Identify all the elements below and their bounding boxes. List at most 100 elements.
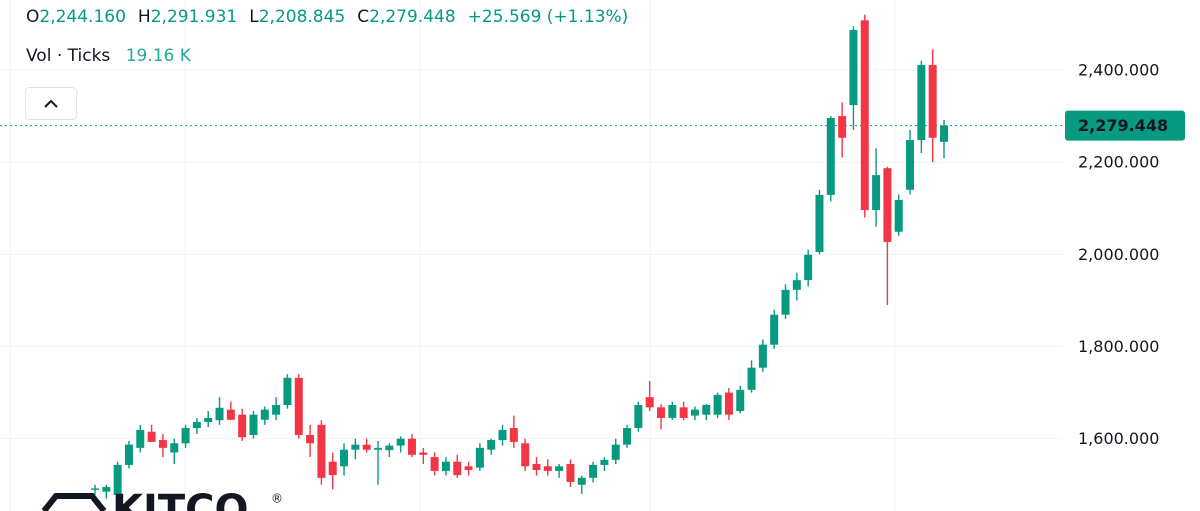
y-tick-label: 2,200.000 <box>1078 153 1159 172</box>
candle-body <box>407 438 416 455</box>
candle-body <box>238 414 247 438</box>
candle-body <box>487 440 496 450</box>
candle-body <box>657 407 665 418</box>
candle-body <box>498 429 507 441</box>
candle-body <box>883 168 892 242</box>
collapse-button[interactable] <box>25 87 77 120</box>
candle-body <box>328 461 337 476</box>
candle-body <box>758 344 767 368</box>
legend-value: 2,291.931 <box>151 7 238 27</box>
legend-key: O <box>26 7 39 27</box>
volume-legend: Vol · Ticks 19.16 K <box>26 46 192 66</box>
volume-label: Vol · Ticks <box>26 46 110 66</box>
candle-body <box>668 405 677 418</box>
candle-body <box>374 447 382 450</box>
candle-body <box>170 443 179 453</box>
legend-change: +25.569 (+1.13%) <box>468 7 629 27</box>
candle-body <box>849 29 858 106</box>
candle-body <box>396 438 405 446</box>
candle-body <box>906 140 915 190</box>
candle-body <box>317 424 326 478</box>
candle-body <box>623 428 632 445</box>
candle-body <box>600 459 609 465</box>
candle-body <box>475 447 484 468</box>
candle-body <box>147 431 156 442</box>
candle-body <box>464 466 473 470</box>
candle-body <box>283 377 292 406</box>
candle-body <box>792 280 801 290</box>
candle-body <box>385 445 394 451</box>
candle-body <box>566 464 575 482</box>
candle-body <box>860 20 869 211</box>
volume-value: 19.16 K <box>126 46 192 66</box>
candle-body <box>215 407 224 421</box>
candle-body <box>917 64 926 141</box>
candle-body <box>894 199 903 232</box>
y-tick-label: 1,600.000 <box>1078 429 1159 448</box>
chevron-up[interactable] <box>44 99 58 108</box>
logo-mark: ® <box>271 492 283 506</box>
candle-body <box>351 444 360 450</box>
last-price-tag <box>1065 110 1185 141</box>
candle-body <box>192 422 201 429</box>
candle-body <box>181 428 190 444</box>
candle-body <box>872 175 881 211</box>
button-frame[interactable] <box>25 87 77 120</box>
candle-body <box>272 405 281 415</box>
ohlc-legend: O2,244.160 H2,291.931 L2,208.845 C2,279.448… <box>26 7 628 27</box>
candle-body <box>543 466 552 471</box>
candle-body <box>815 194 824 253</box>
candle-body <box>158 440 167 448</box>
candle-body <box>306 434 315 444</box>
candle-body <box>453 461 462 476</box>
candle-body <box>204 417 213 423</box>
candle-body <box>736 389 745 412</box>
candle-body <box>136 429 145 448</box>
legend-key: L <box>249 7 259 27</box>
candle-body <box>589 464 598 478</box>
candle-body <box>509 428 518 442</box>
candle-body <box>249 414 258 435</box>
candles <box>91 14 948 499</box>
candle-body <box>430 457 439 471</box>
legend-value: 2,208.845 <box>259 7 346 27</box>
candle-body <box>702 405 711 415</box>
candle-body <box>577 477 586 485</box>
candle-body <box>294 377 303 435</box>
horizontal-grid <box>0 69 1062 440</box>
logo: KITCO ® <box>41 487 283 511</box>
legend-value: 2,279.448 <box>369 7 456 27</box>
logo-icon <box>41 493 107 511</box>
candle-body <box>634 405 643 429</box>
candle-body <box>645 397 654 408</box>
candle-body <box>91 488 99 490</box>
candle-body <box>940 125 948 142</box>
candle-body <box>260 409 269 420</box>
candle-body <box>441 461 450 471</box>
candle-body <box>362 444 371 450</box>
price-axis: 1,600.000 1,800.000 2,000.000 2,200.000 2,40… <box>1065 61 1185 448</box>
legend-key: C <box>357 7 369 27</box>
candle-body <box>804 254 813 281</box>
candle-body <box>340 449 349 467</box>
candle-body <box>690 409 699 416</box>
y-tick-label: 2,400.000 <box>1078 61 1159 80</box>
last-price-label: 2,279.448 <box>1078 116 1168 135</box>
candle-body <box>532 464 541 470</box>
candle-body <box>419 452 428 455</box>
legend-value: 2,244.160 <box>39 7 126 27</box>
y-tick-label: 1,800.000 <box>1078 337 1159 356</box>
candle-body <box>226 409 235 420</box>
candle-body <box>555 466 564 471</box>
candle-body <box>781 289 790 315</box>
candle-body <box>102 487 111 492</box>
candle-body <box>838 116 847 138</box>
logo-text: KITCO <box>112 487 249 511</box>
candle-body <box>770 314 779 345</box>
candle-body <box>113 464 122 495</box>
candle-body <box>747 367 756 390</box>
candle-body <box>724 392 733 415</box>
candle-body <box>713 394 722 415</box>
candle-body <box>679 407 688 418</box>
